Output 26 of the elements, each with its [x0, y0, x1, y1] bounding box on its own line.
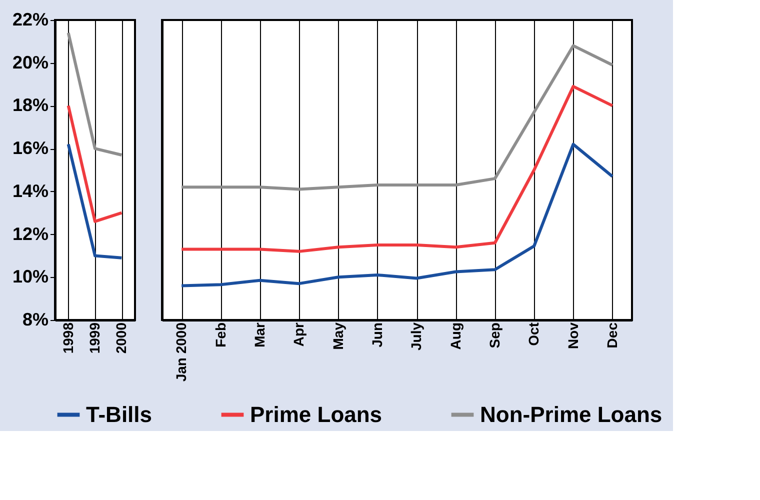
legend-label: Prime Loans	[250, 402, 382, 427]
y-tick-label: 16%	[12, 138, 48, 158]
x-tick-label: 1998	[60, 322, 76, 354]
x-tick-label: 2000	[113, 322, 130, 354]
legend-label: T-Bills	[86, 402, 152, 427]
x-tick-label: Jun	[368, 322, 385, 348]
y-tick-label: 22%	[12, 10, 48, 30]
x-tick-label: Jan 2000	[173, 322, 190, 382]
x-tick-label: Nov	[564, 322, 581, 349]
y-tick-label: 20%	[12, 52, 48, 72]
x-tick-label: Oct	[526, 322, 542, 346]
y-tick-label: 12%	[12, 224, 48, 244]
x-tick-label: Aug	[447, 322, 464, 350]
x-tick-label: May	[330, 322, 346, 350]
x-tick-label: Dec	[604, 322, 620, 348]
x-tick-label: Apr	[290, 322, 307, 347]
x-tick-label: 1999	[86, 322, 102, 354]
x-tick-label: Mar	[251, 322, 268, 348]
y-tick-label: 10%	[12, 266, 48, 287]
y-tick-label: 8%	[22, 310, 48, 330]
y-tick-label: 14%	[12, 180, 48, 201]
x-tick-label: Feb	[212, 322, 228, 348]
legend-label: Non-Prime Loans	[480, 402, 662, 427]
x-tick-label: Sep	[486, 322, 502, 348]
y-tick-label: 18%	[12, 95, 48, 116]
x-tick-label: July	[408, 322, 424, 351]
